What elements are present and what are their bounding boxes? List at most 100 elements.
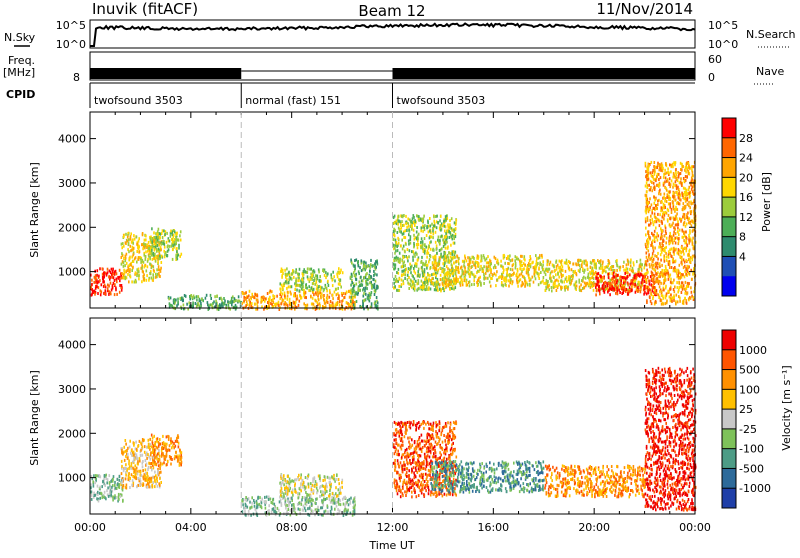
scatter-cell [524,259,526,262]
scatter-cell [94,293,96,296]
scatter-cell [672,176,674,179]
scatter-cell [330,273,332,276]
scatter-cell [149,443,151,446]
scatter-cell [374,293,376,296]
scatter-cell [94,494,96,497]
scatter-cell [393,282,395,285]
scatter-cell [664,276,666,279]
scatter-cell [123,484,125,487]
scatter-cell [566,262,568,265]
scatter-cell [691,291,693,294]
scatter-cell [684,275,686,278]
scatter-cell [351,296,353,299]
scatter-cell [123,235,125,238]
scatter-cell [375,266,377,269]
nave-band [90,68,241,79]
scatter-cell [417,258,419,261]
scatter-cell [413,234,415,237]
scatter-cell [440,215,442,218]
scatter-cell [661,264,663,267]
scatter-cell [677,171,679,174]
scatter-cell [564,289,566,292]
scatter-cell [682,273,684,276]
scatter-cell [529,255,531,258]
scatter-cell [691,166,693,169]
scatter-cell [547,280,549,283]
scatter-cell [658,246,660,249]
scatter-cell [453,277,455,280]
scatter-cell [148,279,150,282]
scatter-cell [647,186,649,189]
scatter-cell [541,254,543,257]
scatter-cell [451,229,453,232]
scatter-cell [198,304,200,307]
scatter-cell [685,259,687,262]
scatter-cell [278,304,280,307]
scatter-cell [430,266,432,269]
scatter-cell [375,289,377,292]
scatter-cell [116,280,118,283]
scatter-cell [576,280,578,283]
scatter-cell [411,228,413,231]
scatter-cell [282,300,284,303]
scatter-cell [127,457,129,460]
scatter-cell [566,280,568,283]
scatter-cell [399,258,401,261]
scatter-cell [503,284,505,287]
scatter-cell [653,207,655,210]
scatter-cell [518,258,520,261]
scatter-cell [143,242,145,245]
scatter-cell [431,223,433,226]
scatter-cell [110,494,112,497]
scatter-cell [302,288,304,291]
scatter-cell [626,288,628,291]
scatter-cell [538,273,540,276]
scatter-cell [689,240,691,243]
scatter-cell [668,278,670,281]
scatter-cell [430,225,432,228]
scatter-cell [668,263,670,266]
scatter-cell [690,202,692,205]
scatter-cell [446,241,448,244]
scatter-cell [671,211,673,214]
scatter-cell [603,288,605,291]
scatter-cell [445,247,447,250]
station-title: Inuvik (fitACF) [92,0,198,18]
scatter-cell [205,297,207,300]
scatter-cell [286,287,288,290]
scatter-cell [692,237,694,240]
scatter-cell [645,260,647,263]
scatter-cell [645,286,647,289]
scatter-cell [110,282,112,285]
scatter-cell [672,237,674,240]
scatter-cell [96,474,98,477]
scatter-cell [133,460,135,463]
scatter-cell [516,280,518,283]
scatter-cell [162,229,164,232]
scatter-cell [682,194,684,197]
scatter-cell [691,177,693,180]
scatter-cell [660,282,662,285]
scatter-cell [526,266,528,269]
scatter-cell [105,474,107,477]
scatter-cell [324,274,326,277]
scatter-cell [614,287,616,290]
scatter-cell [523,262,525,265]
scatter-cell [586,282,588,285]
scatter-cell [439,243,441,246]
scatter-cell [407,256,409,259]
scatter-cell [430,255,432,258]
scatter-cell [143,483,145,486]
scatter-cell [602,276,604,279]
scatter-cell [142,462,144,465]
scatter-cell [666,259,668,262]
scatter-cell [272,294,274,297]
scatter-cell [490,263,492,266]
scatter-cell [507,256,509,259]
scatter-cell [664,272,666,275]
scatter-cell [667,193,669,196]
scatter-cell [159,275,161,278]
scatter-cell [646,281,648,284]
scatter-cell [647,169,649,172]
scatter-cell [686,166,688,169]
